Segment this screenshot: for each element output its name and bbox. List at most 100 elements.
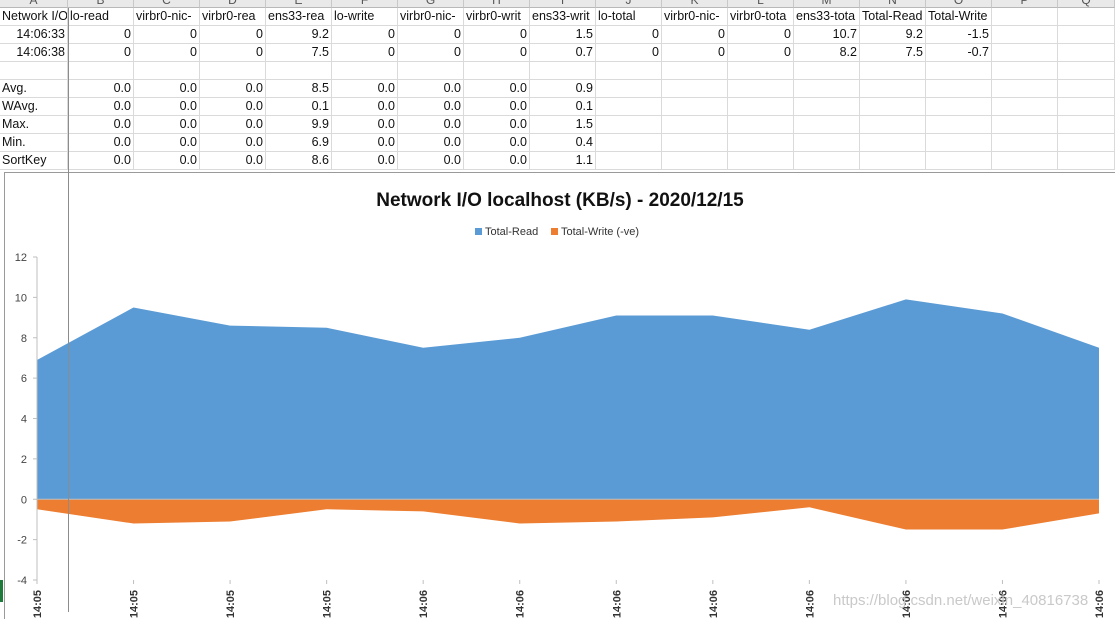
cell[interactable] <box>794 98 860 116</box>
cell[interactable] <box>728 116 794 134</box>
cell[interactable] <box>1058 98 1115 116</box>
cell[interactable]: 8.5 <box>266 80 332 98</box>
cell[interactable]: 0.0 <box>68 116 134 134</box>
cell[interactable]: 1.1 <box>530 152 596 170</box>
cell[interactable]: virbr0-nic- <box>398 8 464 26</box>
cell[interactable] <box>860 98 926 116</box>
cell[interactable]: 0.0 <box>464 116 530 134</box>
cell[interactable]: 8.2 <box>794 44 860 62</box>
cell[interactable]: 0.0 <box>68 152 134 170</box>
cell[interactable] <box>926 80 992 98</box>
cell[interactable] <box>662 134 728 152</box>
cell[interactable] <box>992 44 1058 62</box>
cell[interactable] <box>860 62 926 80</box>
cell[interactable] <box>1058 80 1115 98</box>
column-header-i[interactable]: I <box>530 0 596 8</box>
column-header-n[interactable]: N <box>860 0 926 8</box>
column-header-l[interactable]: L <box>728 0 794 8</box>
cell[interactable] <box>596 116 662 134</box>
cell[interactable]: ens33-tota <box>794 8 860 26</box>
cell[interactable] <box>992 116 1058 134</box>
cell[interactable]: 0.0 <box>464 98 530 116</box>
cell[interactable]: 0.0 <box>68 98 134 116</box>
cell[interactable] <box>860 80 926 98</box>
cell[interactable]: 0.0 <box>464 80 530 98</box>
cell[interactable]: Total-Write (-ve) <box>926 8 992 26</box>
cell[interactable]: ens33-writ <box>530 8 596 26</box>
cell[interactable]: -1.5 <box>926 26 992 44</box>
cell[interactable] <box>992 152 1058 170</box>
cell[interactable]: 0.0 <box>134 152 200 170</box>
cell[interactable] <box>926 134 992 152</box>
cell[interactable]: 0 <box>728 26 794 44</box>
cell[interactable]: 14:06:33 <box>0 26 68 44</box>
cell[interactable] <box>464 62 530 80</box>
cell[interactable] <box>926 116 992 134</box>
cell[interactable]: 0 <box>662 26 728 44</box>
cell[interactable]: Min. <box>0 134 68 152</box>
cell[interactable]: Max. <box>0 116 68 134</box>
cell[interactable]: 0 <box>68 26 134 44</box>
cell[interactable]: 0.0 <box>464 134 530 152</box>
cell[interactable] <box>728 80 794 98</box>
column-header-o[interactable]: O <box>926 0 992 8</box>
cell[interactable]: 9.2 <box>266 26 332 44</box>
cell[interactable]: 0.0 <box>68 134 134 152</box>
cell[interactable] <box>992 80 1058 98</box>
cell[interactable] <box>926 152 992 170</box>
cell[interactable] <box>596 134 662 152</box>
cell[interactable] <box>992 8 1058 26</box>
cell[interactable]: 9.2 <box>860 26 926 44</box>
cell[interactable] <box>992 62 1058 80</box>
cell[interactable]: -0.7 <box>926 44 992 62</box>
cell[interactable]: 0.0 <box>200 80 266 98</box>
cell[interactable] <box>926 98 992 116</box>
cell[interactable] <box>728 98 794 116</box>
cell[interactable]: 0.7 <box>530 44 596 62</box>
cell[interactable]: 0 <box>134 26 200 44</box>
column-header-k[interactable]: K <box>662 0 728 8</box>
cell[interactable] <box>992 26 1058 44</box>
cell[interactable]: 0 <box>200 44 266 62</box>
cell[interactable] <box>860 116 926 134</box>
cell[interactable]: 0.0 <box>464 152 530 170</box>
cell[interactable] <box>728 62 794 80</box>
cell[interactable] <box>68 62 134 80</box>
cell[interactable]: 0 <box>332 44 398 62</box>
cell[interactable]: 1.5 <box>530 116 596 134</box>
cell[interactable]: virbr0-tota <box>728 8 794 26</box>
cell[interactable]: 0 <box>398 44 464 62</box>
cell[interactable]: 0 <box>464 44 530 62</box>
cell[interactable]: virbr0-nic- <box>134 8 200 26</box>
cell[interactable]: 0 <box>134 44 200 62</box>
cell[interactable]: virbr0-writ <box>464 8 530 26</box>
cell[interactable]: 0 <box>200 26 266 44</box>
cell[interactable] <box>530 62 596 80</box>
cell[interactable] <box>662 116 728 134</box>
cell[interactable] <box>728 152 794 170</box>
cell[interactable] <box>1058 8 1115 26</box>
column-header-j[interactable]: J <box>596 0 662 8</box>
cell[interactable]: ens33-rea <box>266 8 332 26</box>
cell[interactable]: 0.0 <box>134 98 200 116</box>
cell[interactable] <box>992 134 1058 152</box>
cell[interactable] <box>0 62 68 80</box>
cell[interactable]: 1.5 <box>530 26 596 44</box>
cell[interactable] <box>794 80 860 98</box>
cell[interactable] <box>1058 26 1115 44</box>
cell[interactable]: 0.0 <box>332 152 398 170</box>
cell[interactable]: 0.0 <box>68 80 134 98</box>
cell[interactable]: 0.1 <box>266 98 332 116</box>
cell[interactable] <box>596 152 662 170</box>
network-io-chart[interactable]: Network I/O localhost (KB/s) - 2020/12/1… <box>4 172 1115 619</box>
cell[interactable]: 0 <box>68 44 134 62</box>
column-header-p[interactable]: P <box>992 0 1058 8</box>
cell[interactable]: 7.5 <box>860 44 926 62</box>
cell[interactable]: 0 <box>662 44 728 62</box>
cell[interactable] <box>992 98 1058 116</box>
cell[interactable]: 0.4 <box>530 134 596 152</box>
column-header-a[interactable]: A <box>0 0 68 8</box>
cell[interactable]: virbr0-nic- <box>662 8 728 26</box>
cell[interactable] <box>1058 116 1115 134</box>
cell[interactable]: 7.5 <box>266 44 332 62</box>
